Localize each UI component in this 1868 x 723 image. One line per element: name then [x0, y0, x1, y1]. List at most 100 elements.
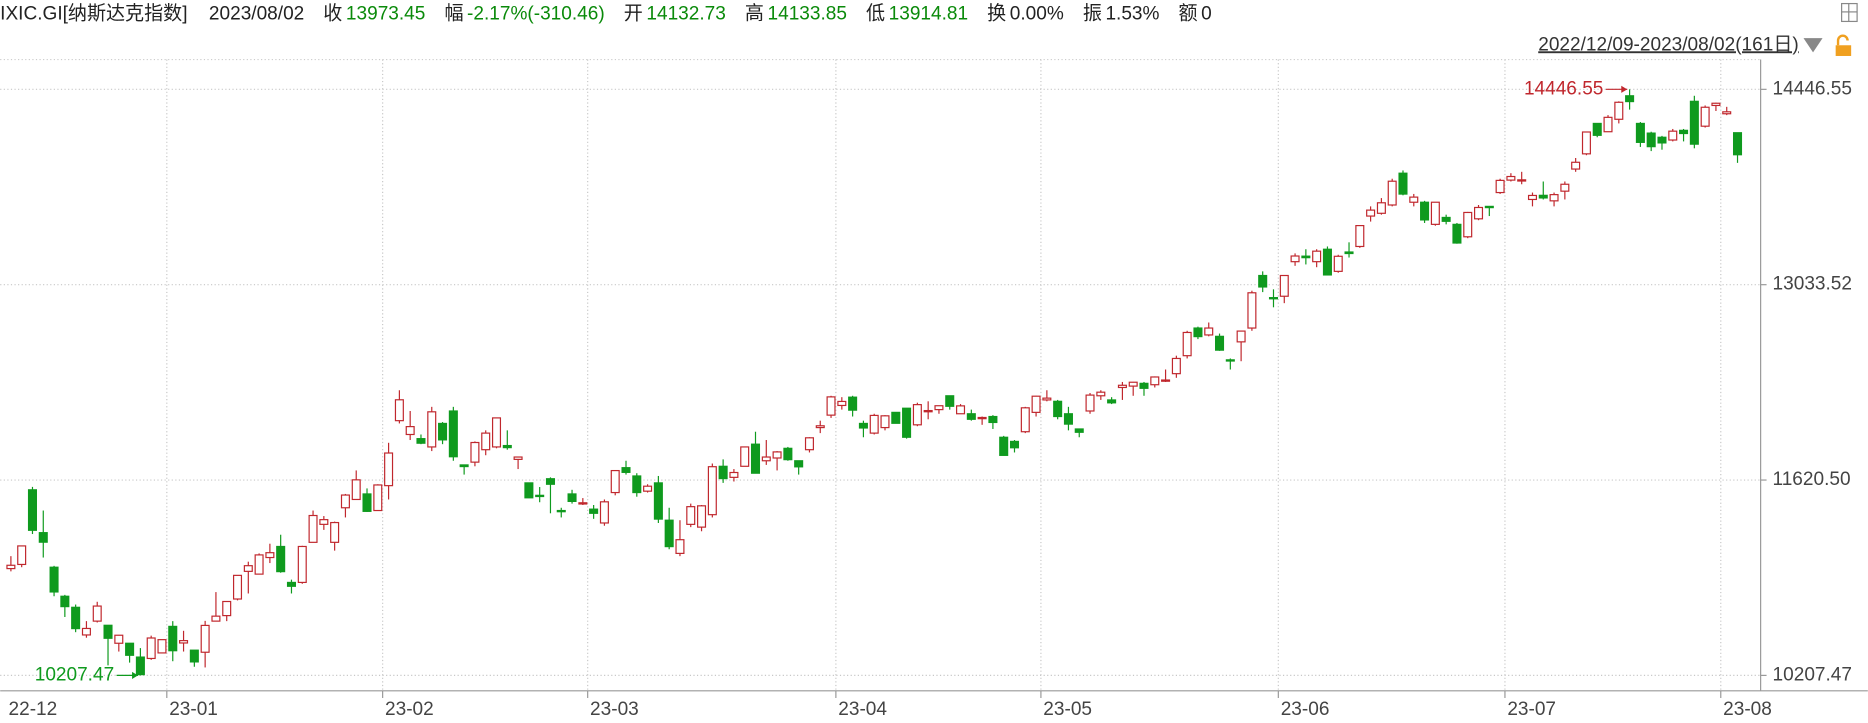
- field-value: 13914.81: [889, 3, 968, 24]
- candle-body: [222, 600, 232, 617]
- candle-body: [1053, 400, 1063, 418]
- candle-body: [1031, 395, 1041, 413]
- candle-body: [956, 405, 966, 415]
- candle-body: [1560, 183, 1570, 192]
- candle-body: [60, 595, 70, 608]
- candle-body: [265, 552, 275, 559]
- candle-body: [1689, 100, 1699, 145]
- candle-body: [999, 436, 1009, 456]
- candle-body: [1506, 175, 1516, 181]
- lock-icon[interactable]: [1835, 34, 1852, 56]
- header: IXIC.GI[纳斯达克指数] 2023/08/02 收 13973.45 幅 -2.17…: [0, 2, 1212, 24]
- candle-body: [1215, 335, 1225, 351]
- candle-body: [81, 627, 91, 636]
- candle-body: [1430, 201, 1440, 225]
- candle-body: [6, 564, 16, 570]
- candle-body: [923, 409, 933, 413]
- candle-body: [912, 404, 922, 426]
- candle-body: [653, 482, 663, 520]
- candle-body: [1085, 394, 1095, 412]
- candle-body: [934, 405, 944, 411]
- y-tick-label: 14446.55: [1773, 78, 1852, 99]
- candle-body: [740, 446, 750, 467]
- field-label: 低: [866, 2, 885, 24]
- candle-body: [891, 411, 901, 424]
- x-tick-label: 23-05: [1043, 699, 1092, 720]
- candle-body: [1107, 399, 1117, 404]
- candle-body: [513, 456, 523, 460]
- candle-body: [1009, 440, 1020, 449]
- candle-body: [1700, 106, 1710, 127]
- field-label: 开: [624, 3, 643, 24]
- dropdown-arrow[interactable]: [1803, 38, 1823, 53]
- candle-body: [1603, 116, 1613, 133]
- candle-body: [1355, 224, 1365, 248]
- candle-body: [1646, 132, 1656, 148]
- candle-body: [491, 417, 502, 448]
- candle-body: [1452, 223, 1462, 244]
- candle-body: [1517, 179, 1527, 182]
- candle-body: [1171, 357, 1181, 375]
- candle-body: [448, 410, 458, 458]
- field-label: 振: [1083, 2, 1102, 24]
- x-tick-label: 23-03: [590, 699, 639, 720]
- candle-body: [1592, 122, 1602, 136]
- field-value: 13973.45: [346, 3, 425, 24]
- candle-body: [1193, 327, 1203, 338]
- candle-body: [966, 413, 976, 420]
- candle-body: [125, 642, 135, 656]
- candle-body: [794, 460, 804, 468]
- field-label: 幅: [444, 2, 463, 24]
- candle-body: [729, 471, 739, 478]
- candle-body: [71, 606, 81, 630]
- candle-body: [589, 508, 599, 514]
- candle-body: [837, 400, 847, 407]
- candle-body: [1150, 376, 1160, 386]
- candle-body: [664, 519, 674, 548]
- candle-body: [1204, 327, 1214, 336]
- candle-body: [1139, 382, 1149, 389]
- panel-icon[interactable]: [1841, 2, 1858, 23]
- candle-body: [815, 425, 825, 429]
- candle-body: [804, 437, 814, 451]
- candle-body: [254, 554, 264, 575]
- candle-body: [459, 464, 469, 468]
- candle-body: [373, 484, 383, 512]
- candle-body: [1484, 205, 1494, 209]
- candle-body: [384, 452, 394, 487]
- x-tick-label: 23-08: [1723, 699, 1772, 720]
- candle-body: [1463, 211, 1473, 238]
- candle-body: [502, 444, 512, 449]
- candle-body: [567, 493, 577, 503]
- candle-body: [1473, 206, 1484, 220]
- candle-body: [524, 482, 534, 499]
- candle-body: [945, 395, 955, 407]
- candle-body: [686, 506, 696, 525]
- candle-body: [362, 493, 372, 512]
- candle-body: [643, 485, 653, 492]
- candle-body: [988, 415, 998, 424]
- candle-body: [718, 465, 728, 480]
- candle-body: [351, 479, 361, 501]
- candle-body: [1711, 102, 1721, 107]
- field-value: 0: [1201, 3, 1212, 24]
- candle-body: [1322, 248, 1332, 276]
- field-value: -2.17%(-310.46): [467, 3, 605, 24]
- candle-body: [200, 624, 210, 653]
- range-label[interactable]: 2022/12/09-2023/08/02(161日): [1538, 34, 1799, 55]
- candle-body: [438, 422, 448, 441]
- candle-body: [621, 467, 631, 473]
- candle-body: [27, 489, 38, 531]
- candle-body: [308, 514, 318, 543]
- candle-body: [697, 505, 707, 528]
- x-tick-label: 23-01: [169, 699, 218, 720]
- candle-body: [1387, 180, 1397, 206]
- date: 2023/08/02: [209, 3, 304, 24]
- candle-body: [168, 625, 178, 652]
- candle-body: [1096, 391, 1106, 397]
- candle-body: [545, 478, 555, 485]
- candle-body: [707, 466, 717, 516]
- candle-body: [1420, 201, 1430, 221]
- candle-body: [1344, 251, 1354, 255]
- candle-body: [632, 475, 642, 494]
